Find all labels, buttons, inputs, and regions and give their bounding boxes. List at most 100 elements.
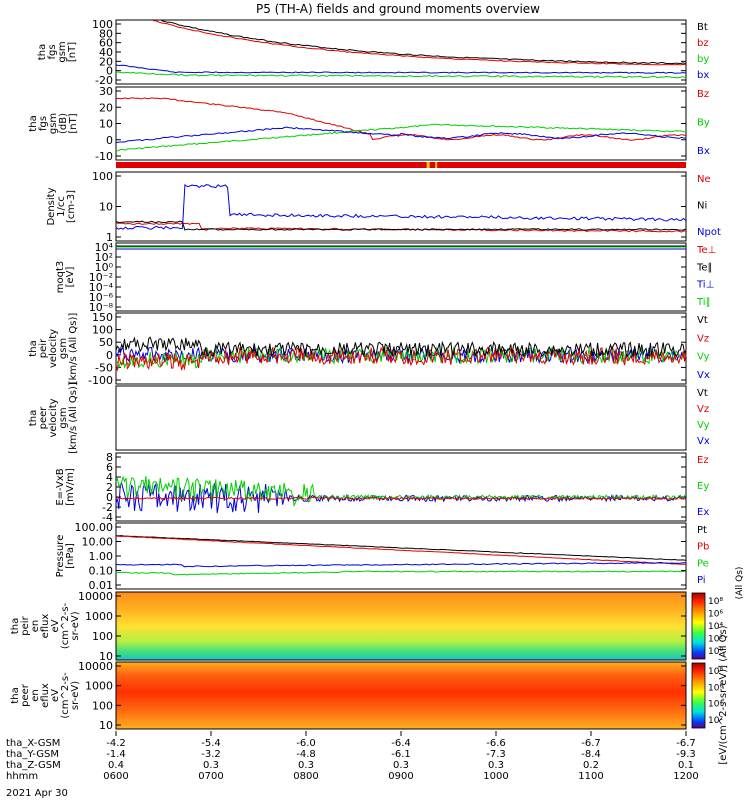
y-axis-label-line: sr-eV)	[70, 681, 81, 710]
y-axis-label-line: [nT]	[68, 113, 79, 133]
footer-cell: 1100	[578, 771, 603, 782]
y-tick-label: -10	[95, 150, 113, 163]
footer-row-label: tha_Z-GSM	[6, 760, 61, 771]
y-tick-label: -100	[88, 374, 113, 387]
date-label: 2021 Apr 30	[6, 788, 68, 799]
legend-Vx: Vx	[697, 436, 710, 447]
y-tick-label: 0.10	[89, 565, 114, 578]
legend-Ti⊥: Ti⊥	[696, 280, 714, 291]
legend-Bz: Bz	[697, 89, 709, 100]
colorbar-label: [eV/(cm^2-s-sr-eV)] (All Qs)	[718, 625, 729, 764]
legend-Pb: Pb	[697, 542, 709, 553]
y-axis-label-line: [km/s (All Qs)]	[68, 382, 79, 454]
legend-by: by	[697, 54, 709, 65]
y-tick-label: 10000	[78, 660, 113, 673]
mode-strip-marker	[427, 162, 430, 168]
legend-Vt: Vt	[697, 388, 708, 399]
legend-Vz: Vz	[697, 333, 709, 344]
y-tick-label: 0	[106, 134, 113, 147]
footer-cell: -8.4	[581, 749, 601, 760]
footer-cell: -6.7	[676, 738, 696, 749]
colorbar-tick: 10⁶	[708, 610, 723, 620]
footer-cell: -9.3	[676, 749, 696, 760]
legend-Ex: Ex	[697, 507, 709, 518]
footer-cell: 0600	[103, 771, 128, 782]
series-Pe	[116, 571, 686, 575]
panel-frame	[116, 453, 686, 521]
y-tick-label: 1000	[85, 610, 113, 623]
y-axis-label-line: [mV/m]	[65, 468, 76, 506]
footer-cell: 0.4	[108, 760, 124, 771]
y-tick-label: 0	[106, 349, 113, 362]
series-bx	[116, 65, 686, 73]
y-tick-label: 150	[92, 311, 113, 324]
footer-cell: 0.3	[488, 760, 504, 771]
footer-cell: 1200	[673, 771, 698, 782]
legend-Ez: Ez	[697, 455, 709, 466]
footer-cell: 0.2	[583, 760, 599, 771]
series-Pb	[116, 536, 686, 564]
colorbar-tick: 10⁸	[708, 597, 723, 607]
footer-row-label: tha_X-GSM	[6, 738, 60, 749]
footer-cell: 1000	[483, 771, 508, 782]
panel-frame	[116, 243, 686, 311]
y-tick-label: 100	[92, 699, 113, 712]
mode-strip-marker	[435, 162, 437, 168]
y-tick-label: -50	[95, 361, 113, 374]
y-axis-label: E=-VxB [mV/m]	[55, 468, 76, 506]
colorbar	[692, 593, 705, 659]
legend-Bt: Bt	[697, 22, 708, 33]
footer-cell: -5.4	[201, 738, 221, 749]
series-Ne	[116, 223, 686, 232]
y-axis-label: tha peer en eflux eV (cm^2-s-sr-eV)	[10, 672, 81, 719]
legend-Ne: Ne	[697, 174, 711, 185]
y-tick-label: 10000	[78, 590, 113, 603]
footer-cell: -1.4	[106, 749, 126, 760]
y-tick-label: 10	[99, 201, 113, 214]
y-axis-label: tha fgs gsm [nT]	[37, 41, 78, 62]
y-axis-label-line: [nT]	[67, 42, 78, 62]
footer: tha_X-GSMtha_Y-GSMtha_Z-GSMhhmm -4.2-1.4…	[6, 731, 699, 799]
footer-cell: 0900	[388, 771, 413, 782]
y-axis-label-line: [eV]	[65, 267, 76, 288]
footer-row-label: tha_Y-GSM	[6, 749, 59, 760]
y-tick-label: 30	[99, 85, 113, 98]
footer-cell: 0.3	[298, 760, 314, 771]
series-Npot	[116, 185, 686, 230]
legend-Pt: Pt	[697, 525, 707, 536]
y-axis-label: tha fgs gsm (dB) [nT]	[28, 113, 79, 134]
peer-spectrogram	[116, 662, 686, 729]
y-tick-label: 10	[99, 118, 113, 131]
y-tick-label: 1000	[85, 680, 113, 693]
y-tick-label: 50	[99, 336, 113, 349]
series-By	[116, 124, 686, 151]
legend-By: By	[697, 118, 710, 129]
y-tick-label: 1.00	[89, 550, 114, 563]
legend-Te∥: Te∥	[696, 262, 713, 273]
footer-cell: 0.3	[203, 760, 219, 771]
footer-cell: -6.7	[581, 738, 601, 749]
y-axis-label-line: [cm-3]	[66, 190, 77, 223]
y-axis-label-line: sr-eV)	[70, 611, 81, 640]
series-Pi	[116, 562, 686, 566]
y-tick-label: 100	[92, 170, 113, 183]
legend-Ey: Ey	[697, 481, 709, 492]
side-label-text: (All Qs)	[735, 567, 745, 600]
footer-cell: -6.6	[486, 738, 506, 749]
legend-Vt: Vt	[697, 315, 708, 326]
footer-cell: 0700	[198, 771, 223, 782]
legend-bz: bz	[697, 38, 709, 49]
legend-Vy: Vy	[697, 352, 710, 363]
footer-cell: 0.1	[678, 760, 694, 771]
legend-Vx: Vx	[697, 370, 710, 381]
legend-Pe: Pe	[697, 558, 709, 569]
y-tick-label: 100.00	[75, 521, 114, 534]
footer-cell: 0.3	[393, 760, 409, 771]
series-Pt	[116, 536, 686, 561]
legend-Ni: Ni	[697, 201, 707, 212]
footer-row-label: hhmm	[6, 771, 38, 782]
legend-Bx: Bx	[697, 146, 710, 157]
footer-cell: -6.1	[391, 749, 411, 760]
y-axis-label: Density 1/cc [cm-3]	[46, 187, 77, 225]
footer-cell: -4.2	[106, 738, 126, 749]
